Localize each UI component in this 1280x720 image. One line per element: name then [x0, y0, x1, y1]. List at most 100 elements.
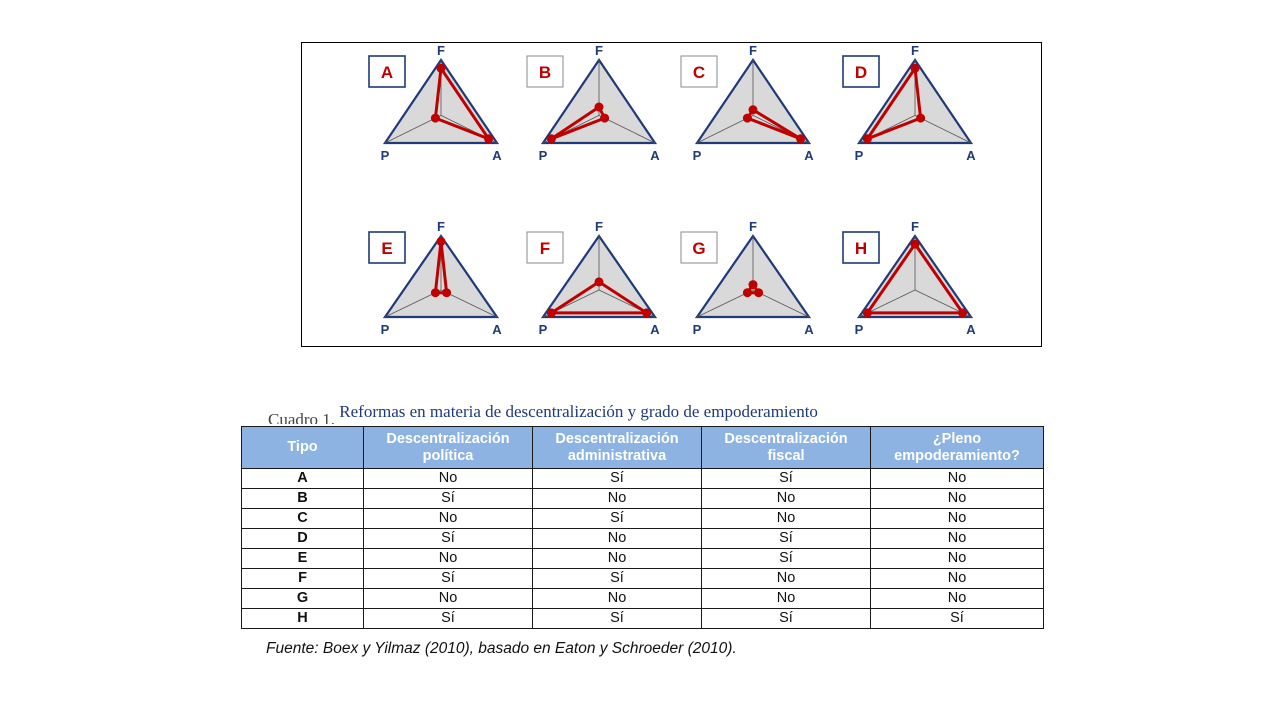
panel-letter: A — [381, 63, 393, 82]
table-cell: No — [870, 568, 1044, 589]
axis-label-p: P — [855, 148, 864, 163]
table-row: A No Sí Sí No — [241, 468, 1044, 489]
panel-letter: H — [855, 239, 867, 258]
table-cell: No — [532, 528, 702, 549]
table-caption: Cuadro 1. Reformas en materia de descent… — [268, 402, 1048, 424]
column-header-line: política — [422, 447, 474, 464]
table-row: H Sí Sí Sí Sí — [241, 608, 1044, 629]
tipo-cell: B — [241, 488, 364, 509]
axis-label-a: A — [650, 322, 660, 337]
panel-letter: G — [692, 239, 705, 258]
column-header: ¿Pleno empoderamiento? — [870, 426, 1044, 469]
profile-point-a — [916, 113, 926, 123]
radar-panel-g: F P A G — [680, 219, 814, 337]
column-header-line: Descentralización — [386, 430, 510, 447]
axis-label-f: F — [749, 43, 757, 58]
axis-label-a: A — [804, 322, 814, 337]
tipo-cell: D — [241, 528, 364, 549]
table-cell: No — [363, 548, 533, 569]
table-row: D Sí No Sí No — [241, 528, 1044, 549]
column-header: Descentralización fiscal — [701, 426, 871, 469]
radar-panel-h: F P A H — [842, 219, 976, 337]
axis-label-f: F — [595, 219, 603, 234]
table-cell: No — [701, 488, 871, 509]
column-header: Tipo — [241, 426, 364, 469]
radar-panel-d: F P A D — [842, 43, 976, 163]
table-cell: No — [532, 488, 702, 509]
table-cell: Sí — [701, 548, 871, 569]
axis-label-a: A — [492, 148, 502, 163]
table-cell: No — [870, 528, 1044, 549]
profile-point-a — [642, 308, 652, 318]
column-header-line: empoderamiento? — [894, 447, 1020, 464]
decentralization-diagram: F P A A F P A B F P A C F P A D F P A E F P A F F P A G F P A H — [301, 42, 1042, 347]
reforms-table: Tipo Descentralización política Descentrali… — [241, 426, 1044, 629]
axis-label-f: F — [911, 43, 919, 58]
profile-point-p — [862, 134, 872, 144]
axis-label-f: F — [437, 43, 445, 58]
source-note: Fuente: Boex y Yilmaz (2010), basado en … — [266, 640, 737, 657]
panel-label-box — [368, 231, 406, 264]
panel-label-box — [842, 231, 880, 264]
axis-label-f: F — [749, 219, 757, 234]
profile-point-p — [862, 308, 872, 318]
profile-point-f — [436, 236, 446, 246]
tipo-cell: C — [241, 508, 364, 529]
table-cell: No — [870, 488, 1044, 509]
profile-point-p — [546, 134, 556, 144]
panel-letter: F — [540, 239, 550, 258]
table-cell: No — [870, 588, 1044, 609]
axis-label-f: F — [911, 219, 919, 234]
table-cell: No — [870, 468, 1044, 489]
panel-letter: E — [381, 239, 392, 258]
table-cell: Sí — [532, 568, 702, 589]
profile-point-f — [594, 102, 604, 112]
radar-panel-b: F P A B — [526, 43, 660, 163]
column-header-line: Descentralización — [724, 430, 848, 447]
column-header-line: administrativa — [567, 447, 667, 464]
axis-label-p: P — [693, 322, 702, 337]
axis-label-p: P — [381, 148, 390, 163]
caption-title: Reformas en materia de descentralización… — [339, 402, 818, 421]
column-header-line: ¿Pleno — [932, 430, 982, 447]
tipo-cell: A — [241, 468, 364, 489]
table-row: G No No No No — [241, 588, 1044, 609]
profile-point-a — [484, 134, 494, 144]
table-row: F Sí Sí No No — [241, 568, 1044, 589]
table-cell: Sí — [363, 568, 533, 589]
profile-point-f — [748, 280, 758, 290]
table-cell: Sí — [363, 488, 533, 509]
profile-polygon — [433, 66, 491, 141]
table-row: E No No Sí No — [241, 548, 1044, 569]
panel-letter: B — [539, 63, 551, 82]
radar-panel-e: F P A E — [368, 219, 502, 337]
profile-point-a — [796, 134, 806, 144]
radar-panel-a: F P A A — [368, 43, 502, 163]
axis-label-a: A — [650, 148, 660, 163]
profile-point-f — [910, 239, 920, 249]
profile-point-p — [742, 113, 752, 123]
profile-polygon — [433, 239, 449, 295]
table-cell: No — [701, 568, 871, 589]
panel-letter: D — [855, 63, 867, 82]
panel-label-box — [526, 55, 564, 88]
profile-point-p — [546, 308, 556, 318]
panel-label-box — [842, 55, 880, 88]
panel-label-box — [368, 55, 406, 88]
table-cell: No — [363, 588, 533, 609]
profile-polygon — [745, 283, 761, 295]
panel-label-box — [526, 231, 564, 264]
profile-point-f — [594, 277, 604, 287]
profile-point-p — [430, 113, 440, 123]
profile-polygon — [865, 66, 923, 141]
radar-triangles: F P A A F P A B F P A C F P A D F P A E F P A F F P A G F P A H — [368, 43, 976, 337]
profile-polygon — [865, 242, 965, 315]
profile-point-a — [442, 288, 452, 298]
table-cell: Sí — [532, 508, 702, 529]
table-row: B Sí No No No — [241, 488, 1044, 509]
table-body: A No Sí Sí No B Sí No No No C No Sí No No D Sí No Sí No E No N… — [241, 468, 1044, 629]
tipo-cell: F — [241, 568, 364, 589]
axis-label-a: A — [966, 322, 976, 337]
profile-point-f — [910, 63, 920, 73]
axis-label-f: F — [595, 43, 603, 58]
